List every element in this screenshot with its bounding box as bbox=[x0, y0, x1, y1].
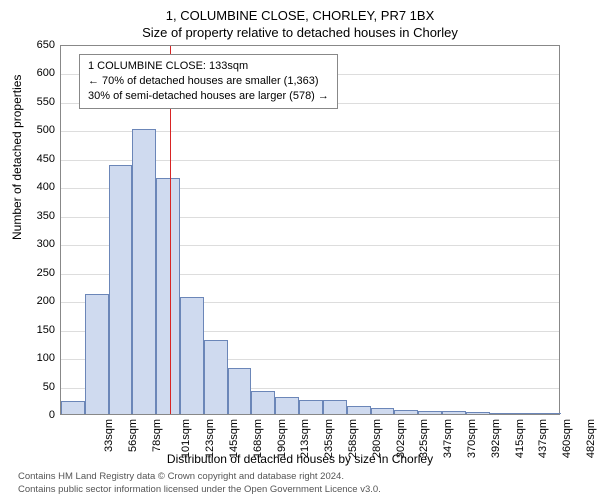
ytick-label: 150 bbox=[37, 324, 55, 336]
xtick-label: 460sqm bbox=[561, 419, 573, 458]
xtick-label: 78sqm bbox=[151, 419, 163, 452]
histogram-bar bbox=[228, 368, 252, 414]
xtick-label: 437sqm bbox=[538, 419, 550, 458]
ytick-label: 350 bbox=[37, 210, 55, 222]
histogram-bar bbox=[204, 340, 228, 414]
xtick-label: 392sqm bbox=[490, 419, 502, 458]
footer-line-2: Contains public sector information licen… bbox=[18, 484, 381, 496]
annotation-line: 1 COLUMBINE CLOSE: 133sqm bbox=[88, 59, 329, 74]
xtick-label: 325sqm bbox=[419, 419, 431, 458]
histogram-bar bbox=[371, 408, 395, 414]
histogram-bar bbox=[132, 129, 156, 414]
histogram-bar bbox=[85, 294, 109, 414]
ytick-label: 650 bbox=[37, 39, 55, 51]
histogram-bar bbox=[275, 397, 299, 414]
xtick-label: 168sqm bbox=[252, 419, 264, 458]
xtick-label: 347sqm bbox=[442, 419, 454, 458]
histogram-bar bbox=[513, 413, 537, 414]
histogram-bar bbox=[61, 401, 85, 414]
histogram-bar bbox=[347, 406, 371, 414]
histogram-bar bbox=[490, 413, 514, 414]
xtick-label: 370sqm bbox=[466, 419, 478, 458]
histogram-bar bbox=[251, 391, 275, 414]
ytick-label: 500 bbox=[37, 124, 55, 136]
xtick-label: 213sqm bbox=[300, 419, 312, 458]
xtick-label: 415sqm bbox=[514, 419, 526, 458]
ytick-label: 100 bbox=[37, 352, 55, 364]
footer-attribution: Contains HM Land Registry data © Crown c… bbox=[18, 471, 381, 496]
xtick-label: 302sqm bbox=[395, 419, 407, 458]
xtick-label: 258sqm bbox=[347, 419, 359, 458]
histogram-bar bbox=[323, 400, 347, 414]
xtick-label: 190sqm bbox=[276, 419, 288, 458]
histogram-bar bbox=[156, 178, 180, 414]
ytick-label: 600 bbox=[37, 67, 55, 79]
footer-line-1: Contains HM Land Registry data © Crown c… bbox=[18, 471, 381, 483]
histogram-bar bbox=[442, 411, 466, 414]
xtick-label: 56sqm bbox=[127, 419, 139, 452]
histogram-chart: 1 COLUMBINE CLOSE: 133sqm← 70% of detach… bbox=[60, 45, 560, 415]
y-axis-label: Number of detached properties bbox=[10, 75, 24, 240]
xtick-label: 145sqm bbox=[228, 419, 240, 458]
histogram-bar bbox=[299, 400, 323, 414]
ytick-label: 400 bbox=[37, 181, 55, 193]
histogram-bar bbox=[418, 411, 442, 414]
ytick-label: 250 bbox=[37, 267, 55, 279]
xtick-label: 101sqm bbox=[180, 419, 192, 458]
xtick-label: 280sqm bbox=[371, 419, 383, 458]
annotation-line: ← 70% of detached houses are smaller (1,… bbox=[88, 74, 329, 89]
xtick-label: 33sqm bbox=[103, 419, 115, 452]
chart-title-sub: Size of property relative to detached ho… bbox=[0, 23, 600, 40]
histogram-bar bbox=[180, 297, 204, 414]
ytick-label: 550 bbox=[37, 96, 55, 108]
ytick-label: 300 bbox=[37, 238, 55, 250]
ytick-label: 50 bbox=[43, 381, 55, 393]
histogram-bar bbox=[394, 410, 418, 414]
ytick-label: 200 bbox=[37, 295, 55, 307]
annotation-line: 30% of semi-detached houses are larger (… bbox=[88, 89, 329, 104]
histogram-bar bbox=[537, 413, 561, 414]
xtick-label: 235sqm bbox=[323, 419, 335, 458]
ytick-label: 450 bbox=[37, 153, 55, 165]
chart-title-main: 1, COLUMBINE CLOSE, CHORLEY, PR7 1BX bbox=[0, 0, 600, 23]
xtick-label: 482sqm bbox=[585, 419, 597, 458]
ytick-label: 0 bbox=[49, 409, 55, 421]
xtick-label: 123sqm bbox=[204, 419, 216, 458]
histogram-bar bbox=[109, 165, 133, 414]
annotation-box: 1 COLUMBINE CLOSE: 133sqm← 70% of detach… bbox=[79, 54, 338, 109]
histogram-bar bbox=[466, 412, 490, 414]
